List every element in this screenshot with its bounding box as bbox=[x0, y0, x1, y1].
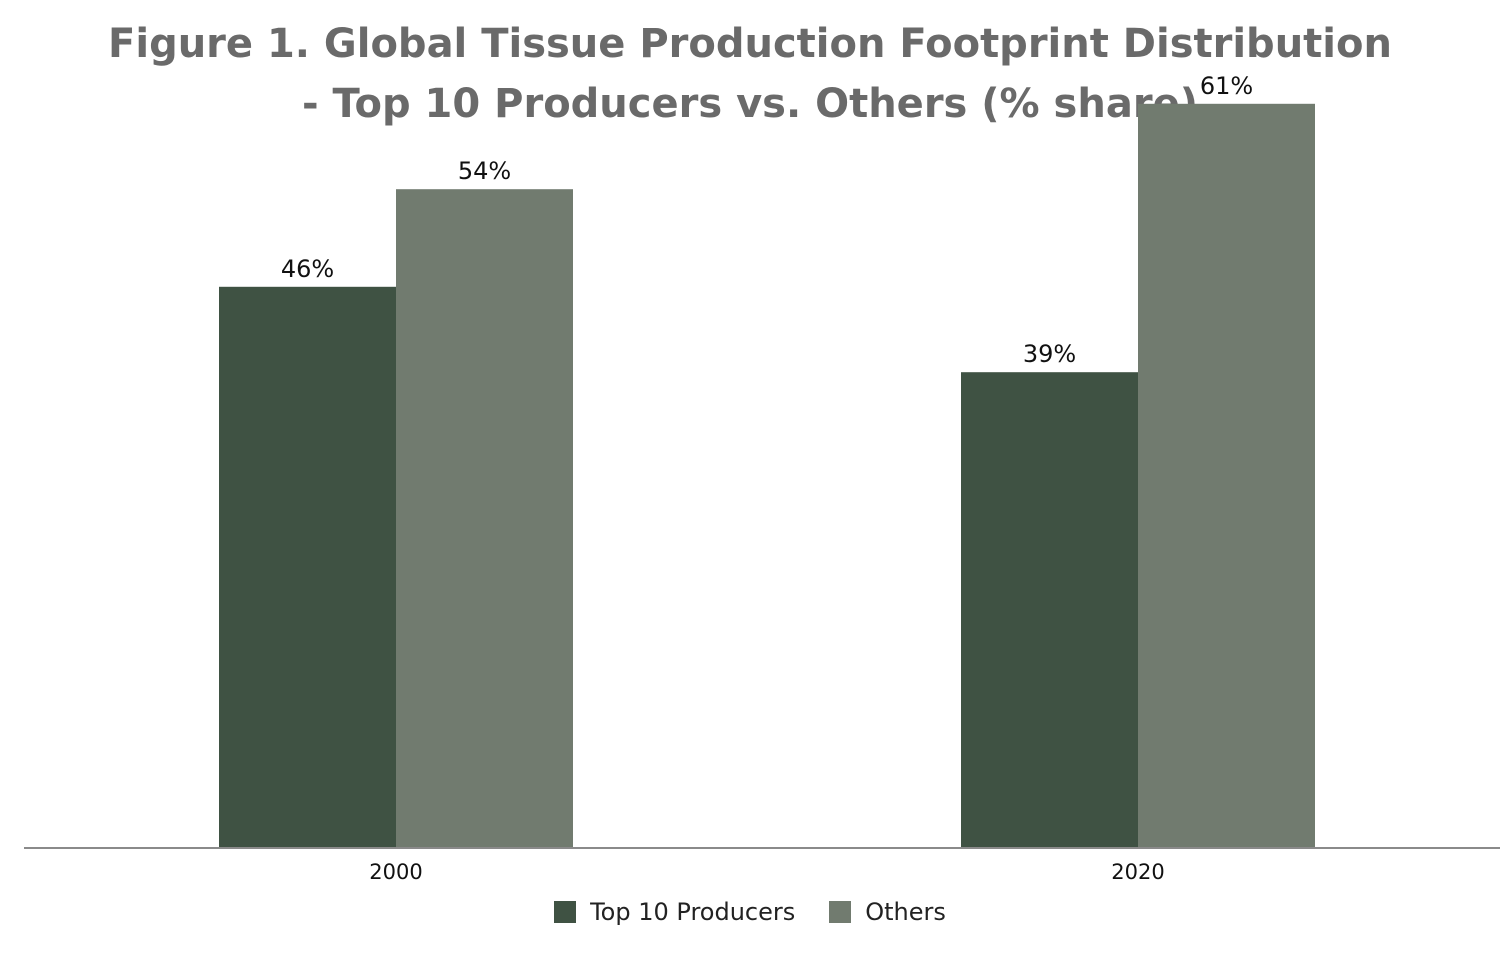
legend-label-top10: Top 10 Producers bbox=[590, 898, 796, 926]
data-label-others-2000: 54% bbox=[458, 157, 511, 185]
chart-title: Figure 1. Global Tissue Production Footp… bbox=[108, 21, 1392, 67]
bar-top10-2020 bbox=[961, 372, 1138, 848]
data-label-others-2020: 61% bbox=[1200, 72, 1253, 100]
data-label-top10-2000: 46% bbox=[281, 255, 334, 283]
chart-subtitle: - Top 10 Producers vs. Others (% share) bbox=[302, 81, 1198, 127]
legend-item-top10: Top 10 Producers bbox=[554, 898, 795, 926]
bar-others-2020 bbox=[1138, 103, 1315, 849]
legend-swatch-others bbox=[829, 901, 852, 923]
data-label-top10-2020: 39% bbox=[1023, 340, 1076, 368]
legend: Top 10 Producers Others bbox=[0, 898, 1500, 926]
x-tick-label-2000: 2000 bbox=[369, 860, 422, 884]
x-tick-label-2020: 2020 bbox=[1111, 860, 1164, 884]
bar-top10-2000 bbox=[219, 286, 396, 848]
bar-others-2000 bbox=[396, 189, 573, 848]
legend-label-others: Others bbox=[865, 898, 946, 926]
legend-swatch-top10 bbox=[554, 901, 577, 923]
legend-item-others: Others bbox=[829, 898, 946, 926]
